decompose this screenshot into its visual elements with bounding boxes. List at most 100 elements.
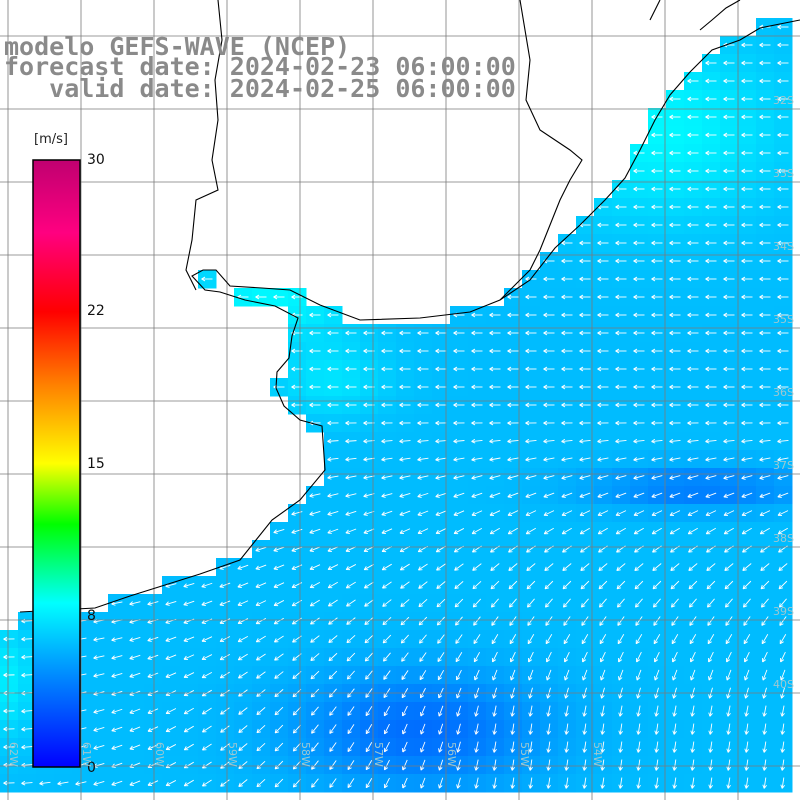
wind-arrow bbox=[489, 438, 501, 444]
wind-arrow bbox=[689, 616, 697, 626]
coastline bbox=[19, 0, 800, 613]
wind-arrow bbox=[238, 743, 248, 751]
wind-arrow bbox=[327, 312, 339, 318]
wind-arrow bbox=[654, 669, 660, 681]
wind-arrow bbox=[256, 707, 266, 716]
wind-arrow bbox=[723, 348, 735, 354]
forecast-date: forecast date: 2024-02-23 06:00:00 bbox=[4, 52, 516, 81]
wind-arrow bbox=[399, 384, 411, 390]
wind-arrow bbox=[726, 723, 731, 735]
wind-arrow bbox=[651, 475, 663, 480]
wind-arrow bbox=[724, 580, 734, 590]
wind-arrow bbox=[525, 294, 537, 300]
wind-arrow bbox=[418, 598, 428, 608]
wind-arrow bbox=[636, 759, 641, 771]
wind-arrow bbox=[491, 634, 499, 645]
lon-label: 60W bbox=[153, 742, 166, 767]
wind-arrow bbox=[598, 598, 607, 608]
wind-arrow bbox=[617, 651, 624, 663]
wind-arrow bbox=[455, 634, 463, 644]
wind-arrow bbox=[220, 761, 230, 769]
wind-arrow bbox=[309, 599, 320, 607]
wind-arrow bbox=[672, 723, 677, 735]
wind-arrow bbox=[741, 150, 753, 156]
wind-arrow bbox=[744, 669, 750, 681]
wind-arrow bbox=[525, 348, 537, 354]
wind-arrow bbox=[669, 204, 681, 210]
wind-arrow bbox=[777, 60, 789, 66]
wind-arrow bbox=[616, 580, 626, 590]
wind-arrow bbox=[563, 651, 570, 663]
wind-arrow bbox=[615, 240, 627, 246]
wind-arrow bbox=[292, 742, 301, 752]
wind-arrow bbox=[183, 779, 194, 787]
wind-arrow bbox=[455, 616, 463, 626]
wind-arrow bbox=[707, 634, 715, 645]
wind-arrow bbox=[510, 777, 515, 789]
wind-arrow bbox=[633, 492, 645, 498]
wind-arrow bbox=[759, 132, 771, 138]
wind-arrow bbox=[525, 510, 537, 517]
wind-arrow bbox=[726, 705, 731, 717]
wind-arrow bbox=[723, 402, 735, 408]
wind-arrow bbox=[582, 759, 587, 771]
wind-arrow bbox=[256, 760, 266, 770]
wind-arrow bbox=[363, 563, 375, 571]
wind-arrow bbox=[453, 492, 465, 498]
wind-arrow bbox=[669, 186, 681, 192]
wind-arrow bbox=[526, 580, 536, 590]
wind-arrow bbox=[363, 581, 374, 589]
wind-arrow bbox=[741, 420, 753, 426]
wind-arrow bbox=[525, 330, 537, 336]
wind-arrow bbox=[21, 744, 33, 750]
wind-arrow bbox=[255, 546, 267, 552]
wind-arrow bbox=[345, 402, 357, 408]
colorbar-tick: 30 bbox=[87, 152, 105, 168]
wind-arrow bbox=[345, 528, 357, 534]
wind-arrow bbox=[759, 42, 771, 48]
wind-arrow bbox=[510, 705, 515, 717]
colorbar-tick: 0 bbox=[87, 760, 96, 776]
wind-arrow bbox=[202, 743, 212, 751]
wind-arrow bbox=[708, 723, 713, 735]
wind-arrow bbox=[651, 348, 663, 354]
wind-arrow bbox=[597, 222, 609, 228]
wind-arrow bbox=[615, 527, 626, 535]
wind-arrow bbox=[453, 366, 465, 372]
lon-label: 61W bbox=[80, 742, 93, 767]
wind-arrow bbox=[759, 150, 771, 156]
wind-arrow bbox=[492, 777, 497, 789]
wind-arrow bbox=[705, 366, 717, 372]
wind-arrow bbox=[309, 402, 321, 408]
wind-arrow bbox=[708, 741, 713, 753]
wind-arrow bbox=[561, 402, 573, 408]
wind-arrow bbox=[526, 598, 535, 608]
wind-arrow bbox=[436, 598, 446, 608]
wind-arrow bbox=[453, 475, 465, 480]
wind-arrow bbox=[669, 294, 681, 300]
wind-arrow bbox=[544, 598, 553, 608]
wind-arrow bbox=[435, 384, 447, 390]
wind-arrow bbox=[723, 527, 734, 535]
wind-arrow bbox=[741, 258, 753, 264]
wind-arrow bbox=[129, 708, 141, 714]
wind-arrow bbox=[561, 330, 573, 336]
wind-arrow bbox=[708, 669, 714, 681]
wind-arrow bbox=[759, 276, 771, 282]
wind-arrow bbox=[327, 384, 339, 390]
wind-arrow bbox=[741, 384, 753, 390]
wind-arrow bbox=[579, 366, 591, 372]
wind-arrow bbox=[615, 186, 627, 192]
wind-arrow bbox=[561, 527, 572, 535]
wind-arrow bbox=[345, 581, 356, 589]
wind-arrow bbox=[723, 276, 735, 282]
wind-arrow bbox=[741, 348, 753, 354]
wind-arrow bbox=[327, 438, 339, 444]
wind-arrow bbox=[615, 384, 627, 390]
wind-arrow bbox=[597, 366, 609, 372]
wind-arrow bbox=[365, 724, 373, 735]
wind-arrow bbox=[669, 312, 681, 318]
wind-arrow bbox=[564, 777, 569, 789]
wind-arrow bbox=[653, 651, 660, 663]
wind-arrow bbox=[201, 636, 213, 643]
